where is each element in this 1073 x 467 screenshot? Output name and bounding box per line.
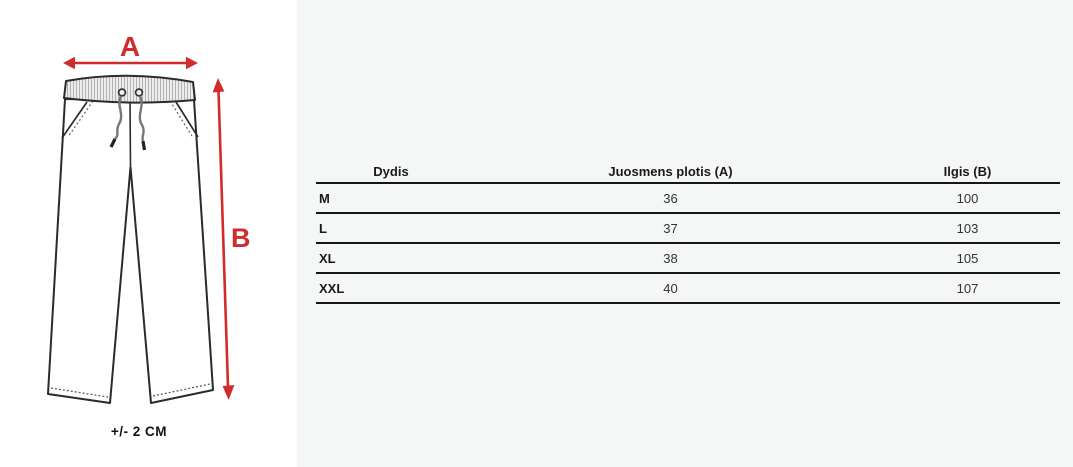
waist-cell: 40 <box>663 280 678 296</box>
measurement-arrow-b: B <box>212 78 251 400</box>
waist-cell: 37 <box>663 220 678 236</box>
right-hem-stitch <box>152 383 211 397</box>
length-cell: 100 <box>956 190 979 206</box>
center-seam <box>129 100 132 167</box>
length-cell: 103 <box>956 220 979 236</box>
length-cell: 105 <box>956 250 979 266</box>
left-hem-stitch <box>50 387 109 398</box>
column-header-waist: Juosmens plotis (A) <box>608 163 733 179</box>
table-row: M 36 100 <box>316 184 1060 214</box>
pants-outline <box>47 98 214 404</box>
size-cell: L <box>319 220 327 236</box>
left-pocket-line <box>61 101 88 139</box>
waist-cell: 38 <box>663 250 678 266</box>
right-pocket-line <box>175 101 199 138</box>
measurement-arrow-a: A <box>63 31 198 70</box>
left-eyelet <box>117 88 127 97</box>
right-eyelet <box>134 88 144 97</box>
size-cell: XL <box>319 250 336 266</box>
tolerance-note: +/- 2 CM <box>111 424 167 439</box>
column-header-length: Ilgis (B) <box>943 163 992 179</box>
table-row: XL 38 105 <box>316 244 1060 274</box>
waistband <box>63 74 196 104</box>
column-header-size: Dydis <box>373 163 409 179</box>
pants-measurement-diagram: A B +/- 2 CM <box>0 0 297 467</box>
size-cell: M <box>319 190 330 206</box>
drawstrings <box>109 95 147 151</box>
table-header-row: Dydis Juosmens plotis (A) Ilgis (B) <box>316 160 1060 184</box>
dimension-label-b: B <box>231 223 251 253</box>
pants-diagram-svg: A B +/- 2 CM <box>47 31 251 439</box>
size-table-panel: Dydis Juosmens plotis (A) Ilgis (B) M 36… <box>297 0 1073 467</box>
table-row: L 37 103 <box>316 214 1060 244</box>
size-table: Dydis Juosmens plotis (A) Ilgis (B) M 36… <box>316 160 1060 304</box>
dimension-label-a: A <box>120 31 140 62</box>
table-row: XXL 40 107 <box>316 274 1060 304</box>
left-pocket-stitch <box>67 100 94 138</box>
size-cell: XXL <box>319 280 345 296</box>
length-cell: 107 <box>956 280 979 296</box>
waist-cell: 36 <box>663 190 678 206</box>
